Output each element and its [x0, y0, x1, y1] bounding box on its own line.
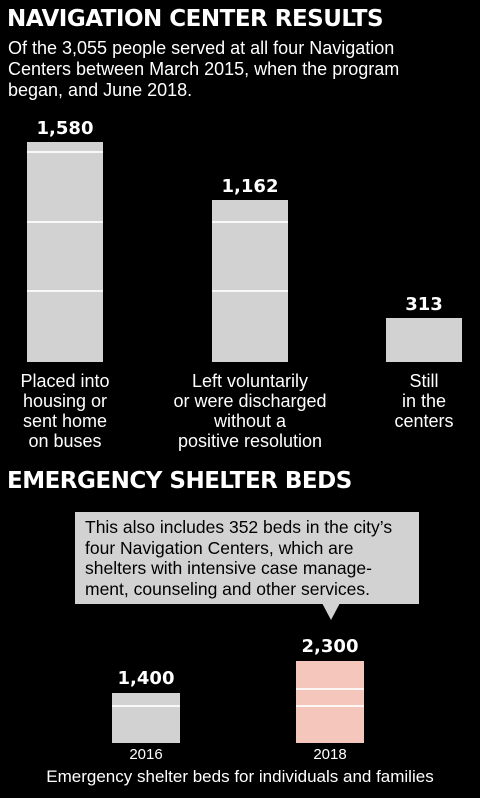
category-label-line: without a — [213, 411, 287, 431]
annotation-line: ment, counseling and other services. — [85, 578, 371, 599]
data-label: 1,162 — [221, 176, 279, 198]
x-axis-caption: Emergency shelter beds for individuals a… — [46, 767, 434, 786]
gridline — [296, 687, 364, 690]
category-label-line: sent home — [22, 411, 108, 431]
category-label: Placed into housing or sent home on buses — [0, 371, 155, 451]
category-label-line: Left voluntarily — [191, 371, 309, 391]
category-label: Left voluntarily or were discharged withou… — [160, 371, 340, 451]
category-label-line: housing or — [22, 391, 108, 411]
x-tick-label: 2016 — [129, 746, 163, 763]
bar — [112, 693, 180, 743]
gridline — [27, 290, 103, 293]
annotation-line: This also includes 352 beds in the city’… — [85, 517, 393, 537]
gridline — [212, 290, 288, 293]
data-label: 1,580 — [36, 118, 94, 139]
bar — [386, 318, 462, 362]
bar — [27, 142, 103, 362]
data-label: 1,400 — [117, 668, 175, 690]
gridline — [27, 220, 103, 223]
category-label: Still in the centers — [334, 371, 480, 431]
bar — [296, 661, 364, 743]
category-label-line: centers — [394, 411, 454, 431]
subtitle-line: Of the 3,055 people served at all four N… — [8, 38, 395, 58]
category-label-line: in the — [401, 391, 447, 411]
chart-title-shelter-beds: EMERGENCY SHELTER BEDS — [7, 468, 352, 494]
chart-subtitle: Of the 3,055 people served at all four N… — [8, 38, 474, 101]
category-label-line: or were discharged — [173, 391, 327, 411]
annotation-callout: This also includes 352 beds in the city’… — [75, 512, 419, 604]
gridline — [27, 151, 103, 154]
subtitle-line: Centers between March 2015, when the pro… — [8, 59, 400, 79]
category-label-line: Still — [409, 371, 439, 391]
annotation-line: four Navigation Centers, which are — [85, 537, 354, 558]
callout-pointer — [322, 603, 340, 620]
category-label-line: positive resolution — [177, 431, 323, 451]
bar — [212, 200, 288, 362]
annotation-line: shelters with intensive case manage- — [85, 558, 372, 578]
gridline — [296, 705, 364, 708]
navigation-results-chart: 1,580 Placed into housing or sent home on bu… — [0, 118, 480, 451]
category-label-line: on buses — [28, 431, 102, 451]
gridline — [212, 220, 288, 223]
category-label-line: Placed into — [20, 371, 110, 391]
subtitle-line: began, and June 2018. — [8, 80, 193, 100]
gridline — [112, 705, 180, 708]
data-label: 313 — [405, 294, 443, 316]
chart-title-navigation: NAVIGATION CENTER RESULTS — [7, 6, 384, 32]
data-label: 2,300 — [301, 636, 359, 657]
x-tick-label: 2018 — [313, 746, 347, 763]
